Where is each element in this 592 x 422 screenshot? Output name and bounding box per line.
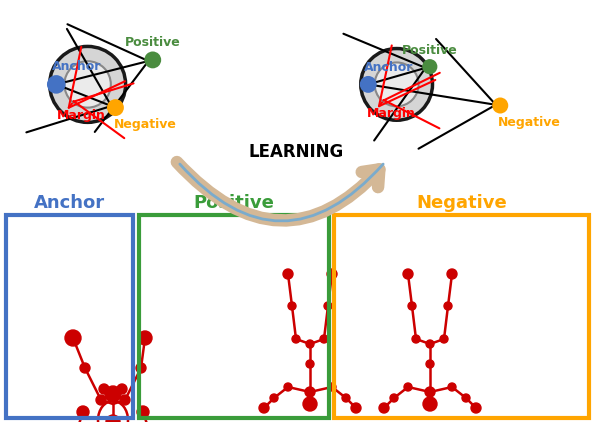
- Circle shape: [65, 61, 111, 108]
- Circle shape: [105, 386, 121, 402]
- Text: Negative: Negative: [114, 118, 176, 131]
- Circle shape: [306, 360, 314, 368]
- FancyArrowPatch shape: [177, 162, 379, 220]
- Circle shape: [422, 59, 437, 74]
- Circle shape: [447, 269, 457, 279]
- Circle shape: [404, 383, 412, 391]
- Circle shape: [379, 403, 389, 413]
- Circle shape: [284, 383, 292, 391]
- Circle shape: [351, 403, 361, 413]
- Circle shape: [361, 49, 433, 120]
- Circle shape: [270, 394, 278, 402]
- Bar: [334, 215, 589, 418]
- Circle shape: [324, 302, 332, 310]
- Circle shape: [305, 387, 315, 397]
- Circle shape: [47, 75, 66, 94]
- Circle shape: [423, 397, 437, 411]
- Circle shape: [471, 403, 481, 413]
- Circle shape: [403, 269, 413, 279]
- Circle shape: [138, 331, 152, 345]
- Circle shape: [342, 394, 350, 402]
- Circle shape: [50, 46, 126, 122]
- Circle shape: [117, 384, 127, 394]
- Text: Positive: Positive: [194, 194, 274, 211]
- Circle shape: [99, 384, 109, 394]
- Circle shape: [426, 360, 434, 368]
- Circle shape: [462, 394, 470, 402]
- Bar: [139, 215, 329, 418]
- Text: Anchor: Anchor: [34, 194, 105, 211]
- Circle shape: [444, 302, 452, 310]
- Text: Negative: Negative: [416, 194, 507, 211]
- Circle shape: [360, 76, 377, 93]
- Circle shape: [320, 335, 328, 343]
- Circle shape: [96, 395, 106, 405]
- Circle shape: [136, 363, 146, 373]
- Bar: [6, 215, 133, 418]
- Circle shape: [77, 406, 89, 418]
- Circle shape: [292, 335, 300, 343]
- Circle shape: [425, 387, 435, 397]
- Circle shape: [492, 97, 509, 114]
- Circle shape: [107, 99, 124, 116]
- Circle shape: [390, 394, 398, 402]
- Circle shape: [65, 330, 81, 346]
- Circle shape: [448, 383, 456, 391]
- Circle shape: [283, 269, 293, 279]
- Circle shape: [328, 383, 336, 391]
- Text: Anchor: Anchor: [364, 61, 413, 74]
- Circle shape: [106, 415, 120, 422]
- Circle shape: [303, 397, 317, 411]
- Circle shape: [288, 302, 296, 310]
- Circle shape: [408, 302, 416, 310]
- Text: Margin: Margin: [56, 109, 105, 122]
- Text: Positive: Positive: [125, 36, 181, 49]
- Text: Anchor: Anchor: [52, 60, 101, 73]
- Text: Negative: Negative: [498, 116, 561, 129]
- Circle shape: [375, 62, 419, 106]
- Circle shape: [120, 395, 130, 405]
- Text: Margin: Margin: [367, 107, 416, 120]
- Circle shape: [426, 340, 434, 348]
- Circle shape: [440, 335, 448, 343]
- Circle shape: [327, 269, 337, 279]
- FancyArrowPatch shape: [180, 164, 383, 221]
- Circle shape: [412, 335, 420, 343]
- Circle shape: [306, 340, 314, 348]
- Circle shape: [137, 406, 149, 418]
- Circle shape: [144, 51, 161, 68]
- Circle shape: [80, 363, 90, 373]
- Text: LEARNING: LEARNING: [249, 143, 343, 161]
- Text: Positive: Positive: [402, 44, 458, 57]
- Circle shape: [259, 403, 269, 413]
